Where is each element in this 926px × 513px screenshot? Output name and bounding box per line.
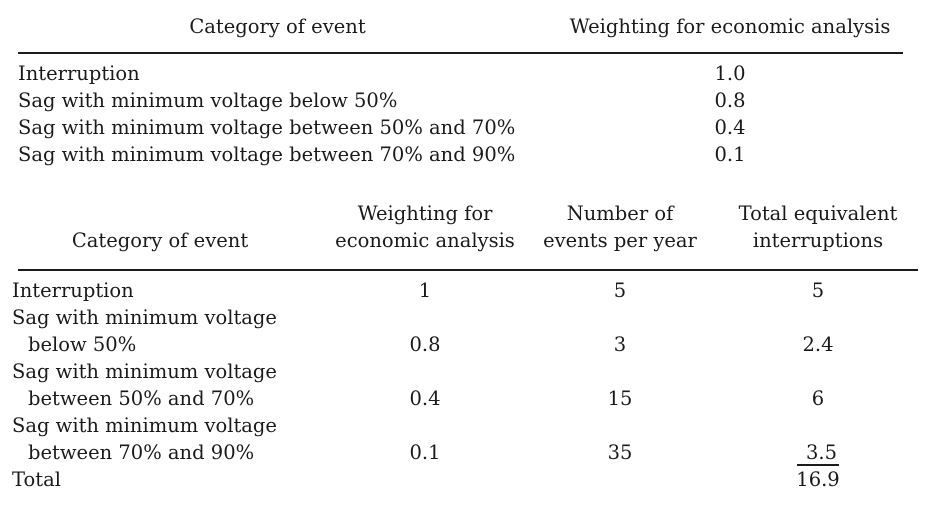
category-cell: Interruption <box>12 279 134 302</box>
weighting-cell: 1.0 <box>714 62 746 85</box>
weighting-cell: 0.4 <box>714 116 746 139</box>
table-row: Interruption 1.0 <box>0 60 926 87</box>
equivalent-interruptions-table: Category of event Weighting for economic… <box>0 200 926 493</box>
category-cell: Sag with minimum voltage between 50% and… <box>12 360 277 410</box>
header-rule <box>18 52 903 54</box>
total-cell: 2.4 <box>802 333 834 356</box>
events-cell: 15 <box>607 387 633 410</box>
weighting-reference-table: Category of event Weighting for economic… <box>0 13 926 168</box>
weighting-cell: 0.8 <box>409 333 441 356</box>
table-row: Sag with minimum voltage between 50% and… <box>0 358 926 412</box>
table-row: Interruption 1 5 5 <box>0 277 926 304</box>
table-row: Sag with minimum voltage between 70% and… <box>0 141 926 168</box>
column-header-weighting: Weighting for economic analysis <box>569 15 891 38</box>
weighting-cell: 0.8 <box>714 89 746 112</box>
column-header-weighting: Weighting for economic analysis <box>335 202 515 252</box>
category-cell: Interruption <box>18 62 140 85</box>
table-row: Sag with minimum voltage between 70% and… <box>0 412 926 466</box>
category-cell: Sag with minimum voltage between 70% and… <box>18 143 516 166</box>
total-cell: 6 <box>811 387 825 410</box>
category-cell: Sag with minimum voltage below 50% <box>12 306 277 356</box>
weighting-cell: 1 <box>418 279 432 302</box>
total-cell: 3.5 <box>710 439 926 466</box>
category-cell: Sag with minimum voltage between 50% and… <box>18 116 516 139</box>
total-cell: 16.9 <box>796 468 840 491</box>
total-cell: 5 <box>811 279 825 302</box>
column-header-category: Category of event <box>189 15 366 38</box>
sum-underline: 3.5 <box>796 442 839 466</box>
header-rule <box>18 269 918 271</box>
table-row: Total 16.9 <box>0 466 926 493</box>
weighting-cell: 0.1 <box>409 441 441 464</box>
events-cell: 5 <box>613 279 627 302</box>
category-cell: Sag with minimum voltage between 70% and… <box>12 414 277 464</box>
category-cell: Total <box>12 468 61 491</box>
table-row: Sag with minimum voltage between 50% and… <box>0 114 926 141</box>
events-cell: 35 <box>607 441 633 464</box>
column-header-events: Number of events per year <box>543 202 697 252</box>
table-row: Sag with minimum voltage below 50% 0.8 <box>0 87 926 114</box>
events-cell: 3 <box>613 333 627 356</box>
weighting-cell: 0.1 <box>714 143 746 166</box>
column-header-total: Total equivalent interruptions <box>738 202 898 252</box>
table-header-row: Category of event Weighting for economic… <box>0 200 926 254</box>
table-header-row: Category of event Weighting for economic… <box>0 13 926 40</box>
weighting-cell: 0.4 <box>409 387 441 410</box>
table-row: Sag with minimum voltage below 50% 0.8 3… <box>0 304 926 358</box>
category-cell: Sag with minimum voltage below 50% <box>18 89 398 112</box>
column-header-category: Category of event <box>71 229 249 252</box>
